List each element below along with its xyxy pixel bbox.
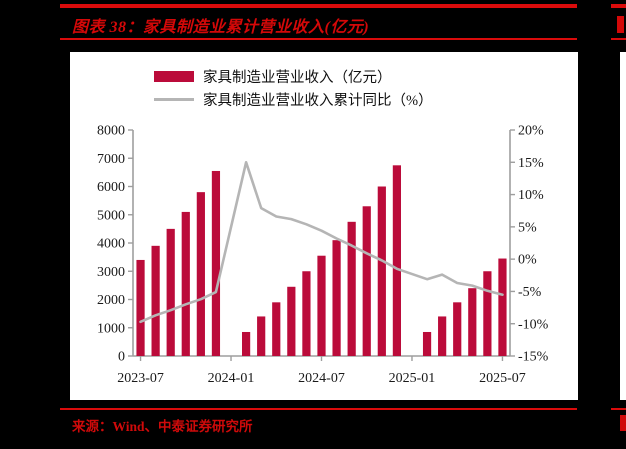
bar	[362, 206, 371, 356]
bar	[136, 259, 145, 356]
left-axis-tick-label: 5000	[97, 208, 125, 223]
x-axis-tick-label: 2024-01	[208, 371, 255, 386]
x-axis-tick-label: 2025-01	[389, 371, 436, 386]
x-axis-tick-label: 2025-07	[479, 371, 526, 386]
right-axis-tick-label: 15%	[518, 156, 544, 171]
right-axis-tick-label: 5%	[518, 220, 537, 235]
legend-item-yoy: 家具制造业营业收入累计同比（%）	[154, 88, 433, 111]
bar	[302, 271, 311, 356]
adjacent-title-fragment	[617, 16, 624, 33]
left-axis-tick-label: 4000	[97, 237, 125, 252]
bar-series-swatch	[154, 71, 194, 82]
bar	[257, 316, 266, 356]
bar	[166, 228, 175, 356]
bar	[377, 186, 386, 356]
x-axis-tick-label: 2023-07	[117, 371, 164, 386]
right-axis-tick-label: 0%	[518, 253, 537, 268]
right-axis-tick-label: 10%	[518, 188, 544, 203]
right-axis-tick-label: -5%	[518, 285, 542, 300]
bar	[422, 331, 432, 356]
bar	[196, 192, 205, 356]
line-series-swatch	[154, 98, 194, 101]
source-text: 来源：Wind、中泰证券研究所	[72, 419, 253, 434]
bar-series-label: 家具制造业营业收入（亿元）	[203, 70, 392, 86]
left-axis-tick-label: 2000	[97, 293, 125, 308]
bar	[438, 316, 447, 356]
bar	[151, 245, 160, 356]
adjacent-source-fragment	[620, 415, 626, 431]
left-axis-tick-label: 6000	[97, 180, 125, 195]
left-axis-tick-label: 0	[118, 350, 125, 365]
chart-svg: 0 1000 2000 3000 4000 5000 6000 7000 8000 -15% -10…	[97, 124, 549, 386]
bar	[498, 258, 507, 356]
adjacent-underline-rule-fragment	[611, 38, 626, 40]
footer-rule	[60, 408, 577, 410]
bar	[287, 286, 296, 356]
top-rule	[60, 4, 577, 8]
left-axis-tick-label: 1000	[97, 321, 125, 336]
bar	[181, 211, 190, 356]
page-title: 图表 38：家具制造业累计营业收入(亿元)	[72, 19, 370, 36]
bar	[483, 271, 492, 356]
line-series-label: 家具制造业营业收入累计同比（%）	[203, 93, 433, 109]
chart-legend: 家具制造业营业收入（亿元） 家具制造业营业收入累计同比（%）	[154, 65, 433, 111]
adjacent-footer-rule-fragment	[611, 408, 626, 410]
legend-item-revenue: 家具制造业营业收入（亿元）	[154, 65, 433, 88]
bar	[272, 302, 281, 356]
trend-line	[139, 161, 504, 324]
adjacent-top-rule-fragment	[611, 4, 626, 8]
chart-panel: 0 1000 2000 3000 4000 5000 6000 7000 8000 -15% -10…	[70, 52, 578, 400]
bar	[347, 221, 356, 356]
left-axis-tick-label: 3000	[97, 265, 125, 280]
right-axis-tick-label: 20%	[518, 124, 544, 139]
left-axis-tick-label: 7000	[97, 152, 125, 167]
adjacent-panel-sliver	[620, 52, 626, 400]
title-underline-rule	[60, 38, 577, 40]
left-axis-tick-label: 8000	[97, 124, 125, 139]
bar	[332, 240, 341, 356]
bar	[211, 170, 221, 356]
bar	[317, 255, 326, 356]
bar	[242, 331, 251, 356]
bar	[468, 288, 477, 356]
bar	[453, 302, 462, 356]
right-axis-tick-label: -10%	[518, 317, 549, 332]
x-axis-tick-label: 2024-07	[298, 371, 345, 386]
bar	[392, 165, 401, 356]
right-axis-tick-label: -15%	[518, 350, 549, 365]
